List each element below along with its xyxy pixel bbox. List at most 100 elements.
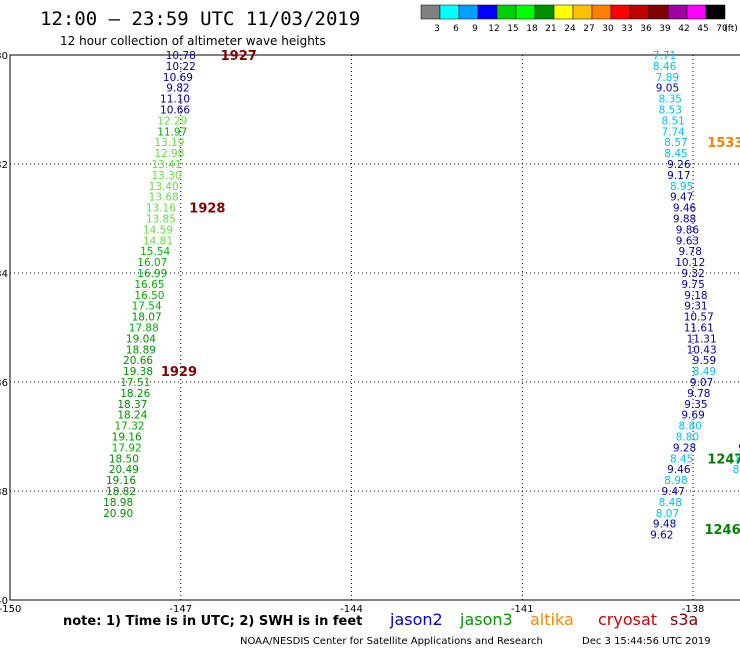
data-point-label: 16.99	[137, 268, 167, 280]
data-point-label: 19.38	[123, 366, 153, 378]
chart-title: 12:00 — 23:59 UTC 11/03/2019	[40, 8, 360, 30]
data-point-label: 8.95	[670, 181, 693, 193]
data-point-label: 9.82	[166, 83, 189, 95]
y-tick-label: -32	[0, 160, 8, 171]
scale-label: 9	[472, 24, 478, 34]
data-point-label: 19.16	[106, 475, 136, 487]
data-point-label: 9.47	[661, 486, 684, 498]
scale-swatch	[667, 4, 688, 20]
data-point-label: 13.19	[154, 137, 184, 149]
time-label: 1927	[221, 49, 257, 64]
y-tick-label: -36	[0, 378, 8, 389]
data-point-label: 20.49	[109, 464, 139, 476]
data-point-label: 9.78	[679, 246, 702, 258]
data-point-label: 9.62	[650, 530, 673, 542]
data-point-label: 9.69	[681, 410, 704, 422]
scale-label: 45	[697, 24, 708, 34]
scale-swatch	[420, 4, 441, 20]
x-tick-label: -141	[511, 604, 534, 615]
data-point-label: 13.16	[146, 203, 176, 215]
data-point-label: 10.66	[160, 105, 190, 117]
scale-swatch	[553, 4, 574, 20]
data-point-label: 8.57	[664, 137, 687, 149]
scale-label: 3	[434, 24, 440, 34]
data-point-label: 11.97	[157, 126, 187, 138]
data-point-label: 8.45	[670, 453, 693, 465]
data-point-label: 11.31	[687, 333, 717, 345]
footer-timestamp: Dec 3 15:44:56 UTC 2019	[582, 636, 711, 647]
x-tick-label: -138	[682, 604, 705, 615]
data-point-label: 8.07	[656, 508, 679, 520]
data-point-label: 18.24	[117, 410, 147, 422]
data-point-label: 8.87	[733, 464, 740, 476]
data-point-label: 13.41	[152, 159, 182, 171]
data-point-label: 7.74	[661, 126, 685, 138]
data-point-label: 9.26	[667, 159, 691, 171]
data-point-label: 18.07	[132, 312, 162, 324]
data-point-label: 10.12	[675, 257, 705, 269]
satellite-legend-item: jason3	[459, 610, 513, 629]
data-point-label: 17.51	[120, 377, 150, 389]
data-points: 10.7810.2210.699.8211.1010.6612.2911.971…	[103, 50, 740, 542]
scale-swatch	[591, 4, 612, 20]
scale-label: 39	[659, 24, 671, 34]
data-point-label: 8.51	[661, 115, 684, 127]
data-point-label: 11.61	[684, 323, 714, 335]
data-point-label: 8.80	[679, 421, 702, 433]
x-tick-label: -150	[0, 604, 21, 615]
data-point-label: 12.29	[157, 115, 187, 127]
data-point-label: 8.53	[659, 105, 682, 117]
data-point-label: 14.81	[143, 235, 173, 247]
time-label: 1928	[189, 202, 225, 217]
y-tick-label: -38	[0, 487, 8, 498]
x-tick-label: -147	[169, 604, 192, 615]
data-point-label: 19.16	[112, 432, 142, 444]
gridlines	[10, 55, 740, 600]
data-point-label: 8.48	[659, 497, 682, 509]
color-scale: 3 6 9 12 15 18 21 24 27 30 33 36 39 42 45 70(ft)	[420, 4, 738, 34]
data-point-label: 11.10	[160, 94, 190, 106]
data-point-label: 9.18	[684, 290, 707, 302]
x-tick-label: -144	[340, 604, 363, 615]
y-tick-label: -40	[0, 596, 8, 607]
data-point-label: 9.35	[684, 399, 707, 411]
time-labels: 1927192819291533153212481247124615311530	[161, 49, 740, 538]
data-point-label: 15.54	[140, 246, 170, 258]
data-point-label: 17.88	[129, 323, 159, 335]
data-point-label: 18.26	[120, 388, 150, 400]
data-point-label: 16.07	[137, 257, 167, 269]
data-point-label: 9.06	[738, 442, 740, 454]
axis-ticks: -150-147-144-141-138-13-30-32-34-36-38-4…	[0, 51, 705, 615]
scale-swatch	[439, 4, 460, 20]
scale-swatch	[648, 4, 669, 20]
time-label: 1533	[707, 136, 740, 151]
scale-swatch	[686, 4, 707, 20]
y-tick-label: -30	[0, 51, 8, 62]
data-point-label: 9.48	[653, 519, 676, 531]
data-point-label: 10.69	[163, 72, 193, 84]
data-point-label: 13.40	[149, 181, 179, 193]
scale-swatch	[534, 4, 555, 20]
data-point-label: 13.68	[149, 192, 179, 204]
data-point-label: 9.07	[690, 377, 713, 389]
data-point-label: 10.78	[166, 50, 196, 62]
data-point-label: 9.05	[656, 83, 679, 95]
data-point-label: 14.59	[143, 224, 173, 236]
y-tick-label: -34	[0, 269, 8, 280]
data-point-label: 18.82	[106, 486, 136, 498]
scale-label: 6	[453, 24, 459, 34]
scale-swatch	[477, 4, 498, 20]
scale-swatch	[572, 4, 593, 20]
data-point-label: 8.46	[653, 61, 677, 73]
data-point-label: 9.86	[676, 224, 700, 236]
data-point-label: 9.78	[687, 388, 710, 400]
data-point-label: 9.75	[681, 279, 704, 291]
data-point-label: 20.90	[103, 508, 133, 520]
data-point-label: 10.22	[166, 61, 196, 73]
data-point-label: 8.45	[664, 148, 687, 160]
data-point-label: 13.30	[152, 170, 182, 182]
scale-label: 15	[507, 24, 518, 34]
data-point-label: 9.17	[667, 170, 690, 182]
data-point-label: 9.46	[667, 464, 691, 476]
